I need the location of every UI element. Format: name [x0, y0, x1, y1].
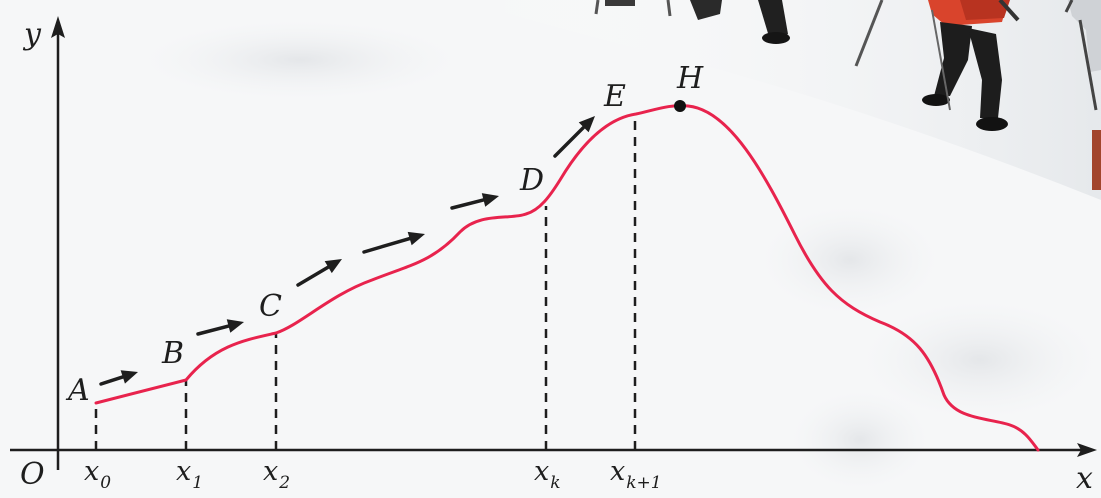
tick-label-subscript: k — [550, 473, 560, 493]
point-label-d: D — [519, 163, 544, 198]
climber-far — [594, 0, 790, 44]
tick-label-subscript: 0 — [100, 473, 111, 493]
tick-label-subscript: 1 — [192, 473, 203, 493]
climbers-illustration — [594, 0, 1101, 190]
point-label-h: H — [676, 61, 704, 96]
y-axis-label: y — [22, 17, 42, 52]
tick-label-base: x — [263, 456, 278, 487]
direction-arrow — [362, 231, 425, 254]
y-axis-arrowhead — [51, 16, 65, 38]
direction-arrow — [99, 370, 138, 386]
origin-label: O — [20, 457, 45, 492]
drop-lines — [94, 118, 637, 450]
tick-label-base: x — [534, 456, 549, 487]
direction-arrows — [99, 116, 595, 386]
point-label-b: B — [161, 336, 184, 371]
climber-main — [854, 0, 1020, 131]
climber-edge — [1064, 0, 1101, 190]
point-label-c: C — [259, 289, 282, 324]
direction-arrow — [296, 259, 342, 287]
tick-label-base: x — [176, 456, 191, 487]
tick-label: xk — [534, 456, 561, 493]
mountain-curve — [94, 104, 1040, 452]
direction-arrow — [450, 193, 499, 210]
tick-label: xk+1 — [610, 456, 662, 493]
tick-label-base: x — [610, 456, 625, 487]
direction-arrow — [196, 319, 244, 336]
tick-label-subscript: 2 — [278, 473, 290, 493]
tick-label: x2 — [263, 456, 290, 493]
point-label-e: E — [603, 79, 626, 114]
tick-label-subscript: k+1 — [626, 473, 661, 493]
tick-label-base: x — [84, 456, 99, 487]
x-axis-label: x — [1076, 461, 1093, 496]
point-label-a: A — [65, 373, 90, 408]
tick-label: x1 — [176, 456, 203, 493]
peak-point-dot — [674, 100, 686, 112]
tick-labels: x0 x1 x2 xk xk+1 — [84, 456, 662, 493]
tick-label: x0 — [84, 456, 111, 493]
point-labels: A B C D E H — [65, 61, 704, 408]
point-marks — [674, 100, 686, 112]
x-axis-arrowhead — [1077, 443, 1097, 457]
direction-arrow — [553, 116, 595, 158]
